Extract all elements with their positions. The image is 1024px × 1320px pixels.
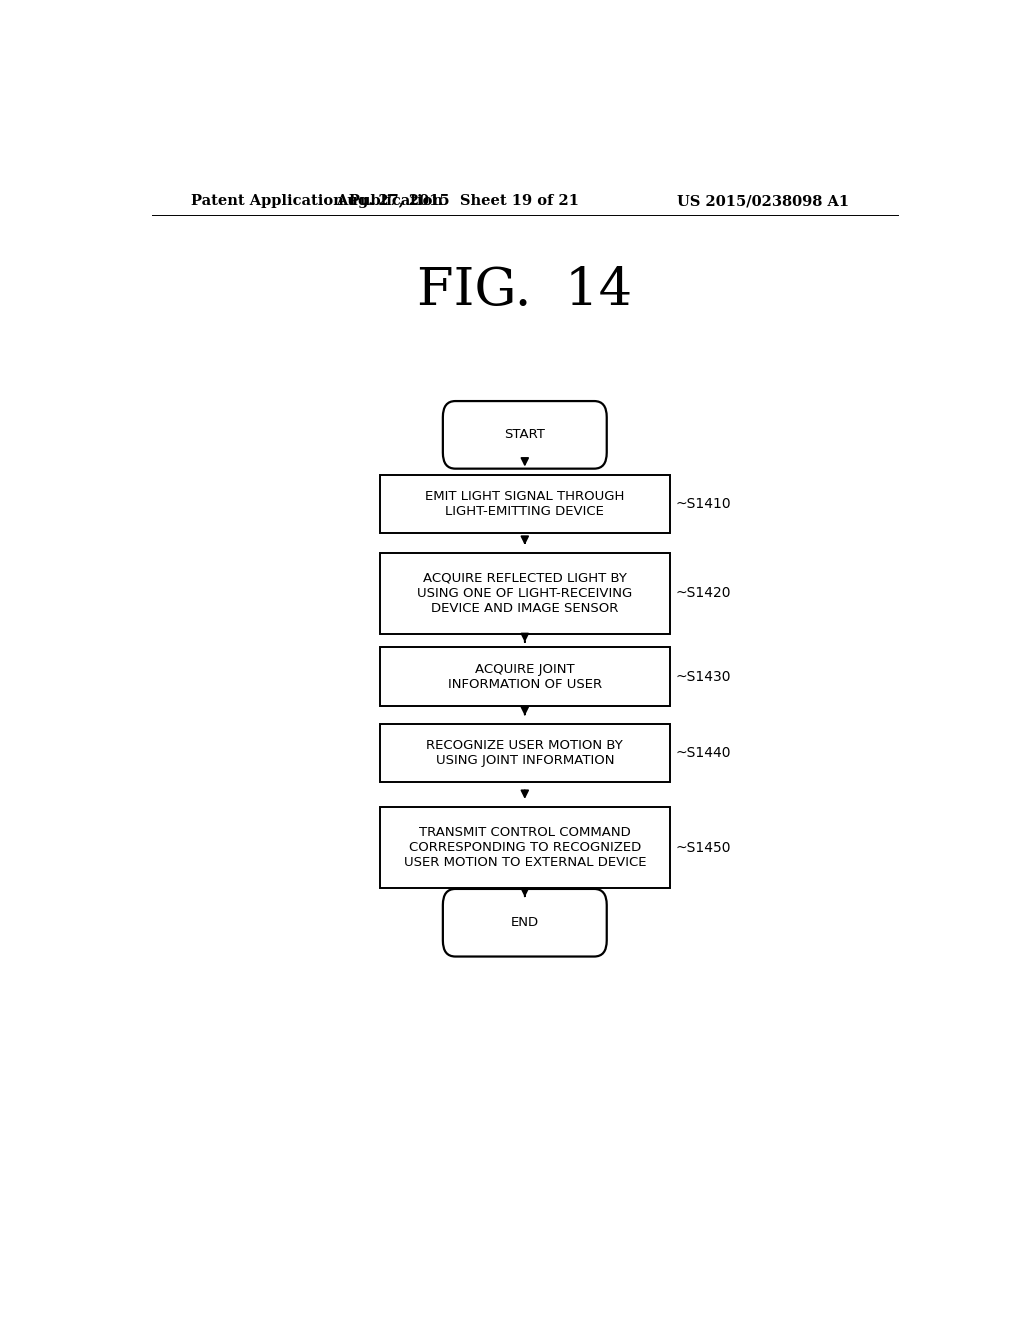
Bar [380, 474, 670, 533]
Text: TRANSMIT CONTROL COMMAND
CORRESPONDING TO RECOGNIZED
USER MOTION TO EXTERNAL DEV: TRANSMIT CONTROL COMMAND CORRESPONDING T… [403, 826, 646, 869]
Text: FIG.  14: FIG. 14 [417, 265, 633, 315]
Text: Patent Application Publication: Patent Application Publication [191, 194, 443, 209]
Text: RECOGNIZE USER MOTION BY
USING JOINT INFORMATION: RECOGNIZE USER MOTION BY USING JOINT INF… [426, 739, 624, 767]
Text: US 2015/0238098 A1: US 2015/0238098 A1 [677, 194, 849, 209]
Text: ACQUIRE JOINT
INFORMATION OF USER: ACQUIRE JOINT INFORMATION OF USER [447, 663, 602, 690]
Text: ~S1450: ~S1450 [676, 841, 731, 854]
Text: START: START [505, 429, 545, 441]
Text: ~S1440: ~S1440 [676, 746, 731, 760]
Text: ~S1410: ~S1410 [676, 496, 731, 511]
Text: ~S1430: ~S1430 [676, 669, 731, 684]
Bar [380, 647, 670, 706]
Bar [380, 553, 670, 634]
FancyBboxPatch shape [442, 888, 607, 957]
Text: Aug. 27, 2015  Sheet 19 of 21: Aug. 27, 2015 Sheet 19 of 21 [336, 194, 579, 209]
Text: END: END [511, 916, 539, 929]
Bar [380, 723, 670, 783]
Text: ACQUIRE REFLECTED LIGHT BY
USING ONE OF LIGHT-RECEIVING
DEVICE AND IMAGE SENSOR: ACQUIRE REFLECTED LIGHT BY USING ONE OF … [417, 572, 633, 615]
Bar [380, 807, 670, 888]
FancyBboxPatch shape [442, 401, 607, 469]
Text: EMIT LIGHT SIGNAL THROUGH
LIGHT-EMITTING DEVICE: EMIT LIGHT SIGNAL THROUGH LIGHT-EMITTING… [425, 490, 625, 517]
Text: ~S1420: ~S1420 [676, 586, 731, 601]
